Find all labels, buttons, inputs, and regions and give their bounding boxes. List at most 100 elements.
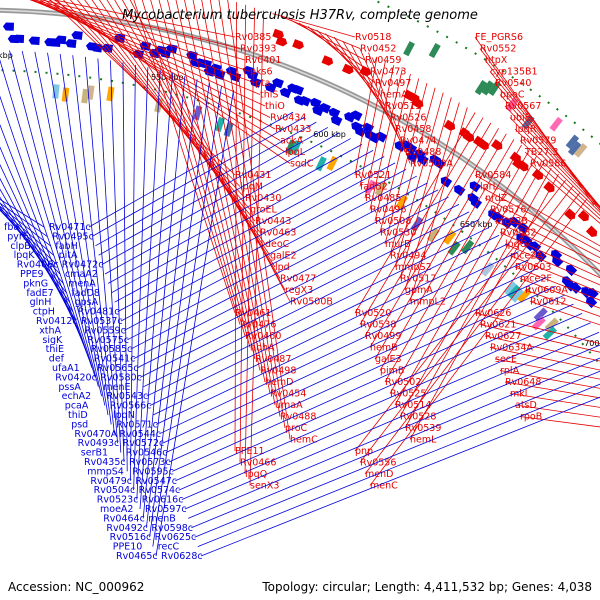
forward-gene-label: hemL [410, 435, 437, 446]
reverse-leader-line [152, 86, 222, 547]
forward-gene-label: Rv0513 [385, 101, 421, 112]
reverse-leader-line [117, 162, 396, 312]
reverse-gene-label: Rv0616c [142, 495, 184, 506]
forward-leader-line [529, 163, 600, 224]
forward-leader-line [35, 0, 271, 118]
forward-gene-label: Rv0552 [480, 44, 516, 55]
forward-labels: Rv0385Rv0393Rv0401pks6ptathiSthiORv0434R… [29, 0, 600, 492]
forward-gene-label: Rv0586 [530, 159, 566, 170]
forward-gene-label: pnp [355, 446, 373, 457]
forward-gene-arrow [462, 131, 475, 143]
reverse-leader-line [130, 64, 136, 481]
forward-leader-line [514, 266, 600, 301]
reverse-gene-label: Rv0464c [103, 513, 145, 524]
reverse-gene-label: Rv0546c [126, 448, 168, 459]
forward-gene-arrow [564, 208, 576, 220]
forward-gene-label: Rv0626 [475, 308, 511, 319]
reverse-leader-line [146, 226, 490, 397]
forward-gene-label: pimB [380, 366, 404, 377]
forward-gene-label: Rv0499 [365, 331, 401, 342]
forward-leader-line [374, 73, 411, 222]
forward-gene-label: lpqM [240, 182, 263, 193]
forward-leader-line [489, 209, 600, 265]
reverse-leader-line [143, 219, 480, 388]
forward-leader-line [504, 105, 600, 209]
forward-gene-label: FE_PGRS6 [475, 32, 523, 43]
reverse-gene-label: Rv0544c [119, 429, 161, 440]
reverse-gene-label: moeA2 [100, 504, 133, 515]
forward-gene-arrow [577, 209, 589, 222]
reverse-gene-label: glnH [30, 297, 52, 308]
forward-gene-label: Rv0401 [245, 55, 281, 66]
forward-leader-line [384, 144, 522, 383]
forward-leader-line [298, 22, 371, 72]
feature-block [481, 262, 495, 277]
forward-leader-line [404, 102, 460, 291]
reverse-gene-arrow [328, 107, 341, 119]
forward-leader-line [479, 324, 600, 353]
forward-gene-label: Rv0526 [390, 113, 426, 124]
feature-block [505, 97, 519, 113]
forward-gene-label: mce2A [510, 251, 543, 262]
reverse-gene-arrow [54, 35, 67, 45]
reverse-leader-line [101, 132, 340, 265]
reverse-leader-line [184, 331, 600, 510]
forward-leader-line [129, 0, 291, 302]
forward-leader-line [514, 404, 600, 418]
forward-gene-label: Rv0514 [395, 400, 431, 411]
reverse-gene-arrow [509, 216, 521, 229]
feature-block [542, 326, 557, 341]
reverse-leader-line [110, 60, 125, 463]
reverse-gene-label: Rv0420c [55, 372, 97, 383]
reverse-gene-label: Rv0495c [52, 231, 94, 242]
forward-leader-line [354, 112, 476, 314]
topology-label: Topology: circular; Length: 4,411,532 bp… [262, 580, 592, 594]
forward-leader-line [40, 0, 241, 49]
kbp-tick-label: 600 kbp [313, 130, 346, 139]
kbp-tick-label: 550 kbp [151, 73, 184, 82]
reverse-leader-line [127, 182, 428, 341]
reverse-gene-arrow [292, 85, 305, 96]
reverse-leader-line [178, 313, 583, 491]
reverse-gene-label: pssA [58, 382, 81, 393]
reverse-leader-line [108, 144, 363, 284]
reverse-gene-arrow [65, 39, 77, 49]
forward-gene-arrow [477, 138, 489, 151]
forward-leader-line [364, 122, 492, 337]
reverse-gene-label: Rv0574c [139, 485, 181, 496]
forward-gene-label: Rv0473 [370, 67, 406, 78]
reverse-gene-arrow [309, 97, 322, 109]
forward-leader-line [504, 243, 600, 286]
forward-leader-line [290, 19, 366, 61]
reverse-gene-label: Rv0472c [62, 260, 104, 271]
reverse-gene-label: Rv0566c [110, 401, 152, 412]
feature-block [426, 227, 440, 243]
reverse-gene-arrow [91, 43, 103, 53]
reverse-gene-label: Rv0435c [84, 457, 126, 468]
forward-leader-line [48, 0, 286, 153]
feature-block [573, 143, 588, 158]
forward-gene-label: mce2B [495, 216, 528, 227]
reverse-gene-label: Rv0628c [161, 551, 203, 562]
reverse-gene-label: fba [4, 222, 19, 233]
forward-gene-label: Rv0530 [380, 228, 416, 239]
forward-leader-line [489, 347, 600, 371]
reverse-gene-label: Rv0573c [129, 457, 171, 468]
forward-leader-line [509, 393, 600, 408]
reverse-gene-label: cmaA2 [65, 269, 98, 280]
forward-gene-label: mkl [510, 389, 527, 400]
forward-leader-line [494, 220, 600, 272]
reverse-gene-label: Rv0479c [90, 476, 132, 487]
forward-gene-arrow [543, 181, 555, 193]
reverse-gene-label: Rv0516c [110, 532, 152, 543]
forward-gene-label: Rv0443 [255, 216, 291, 227]
forward-gene-label: lpqL [285, 147, 306, 158]
forward-gene-label: gpmA [405, 285, 433, 296]
reverse-leader-line [146, 79, 198, 528]
forward-gene-label: regX3 [285, 285, 313, 296]
reverse-gene-label: PPE9 [20, 269, 44, 280]
forward-leader-line [499, 370, 600, 389]
forward-gene-label: Rv0498 [260, 366, 296, 377]
forward-gene-label: Rv0393 [240, 44, 276, 55]
